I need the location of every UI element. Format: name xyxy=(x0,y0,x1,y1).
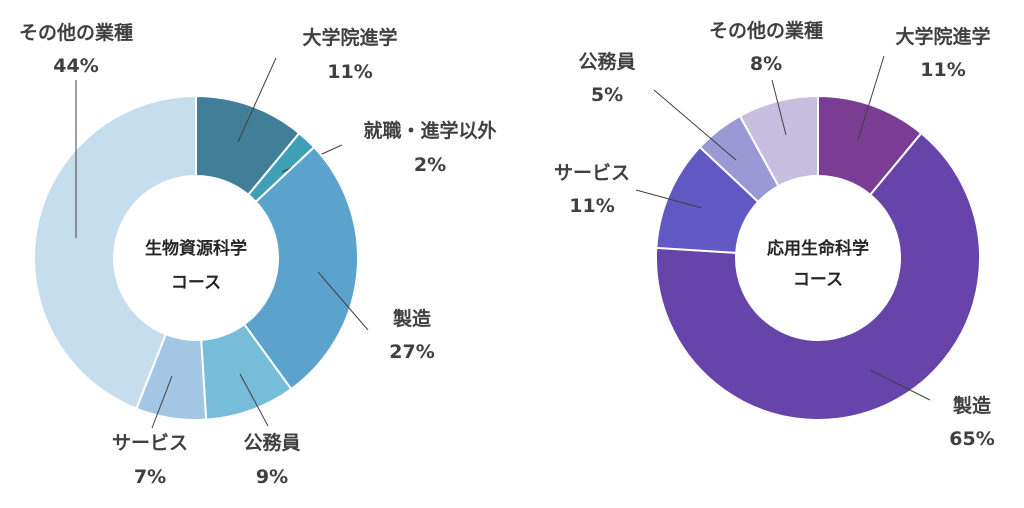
slice-value-label: 65% xyxy=(949,428,994,450)
slice-label: 大学院進学 xyxy=(302,26,397,49)
slice-label: 製造 xyxy=(952,394,992,417)
slice-bio-2 xyxy=(242,145,359,391)
donut-chart-bioresource: 大学院進学 11% 就職・進学以外 2% 製造 27% 公務員 9% サービス 7% その他の業種 4… xyxy=(19,21,497,488)
leader-line xyxy=(771,79,787,136)
leader-line xyxy=(237,57,277,143)
leader-line xyxy=(653,89,737,161)
slice-label: 公務員 xyxy=(578,50,635,73)
slice-label: 大学院進学 xyxy=(895,25,990,48)
slice-label: その他の業種 xyxy=(19,21,133,44)
donut-chart-applied-life: 大学院進学 11% 製造 65% サービス 11% 公務員 5% その他の業種 8% 応用生命科学コ… xyxy=(554,19,995,450)
leader-line xyxy=(239,373,269,427)
slice-applied-1 xyxy=(655,131,981,421)
slice-value-label: 27% xyxy=(389,341,434,363)
leader-line xyxy=(317,271,369,331)
slice-bio-5 xyxy=(33,94,197,410)
leader-line xyxy=(635,189,703,209)
slice-applied-4 xyxy=(738,94,819,188)
slice-label: その他の業種 xyxy=(709,19,823,42)
slice-value-label: 11% xyxy=(569,195,614,217)
slice-value-label: 11% xyxy=(920,59,965,81)
center-label: 応用生命科学 xyxy=(767,238,869,259)
slice-value-label: 44% xyxy=(53,55,98,77)
slice-label: サービス xyxy=(112,432,188,454)
leader-line xyxy=(869,369,931,401)
slice-value-label: 9% xyxy=(256,466,288,488)
slice-label: 公務員 xyxy=(243,431,300,454)
slice-label: 製造 xyxy=(392,307,432,330)
center-label: コース xyxy=(171,273,221,293)
slice-value-label: 2% xyxy=(414,154,446,176)
slice-value-label: 8% xyxy=(750,53,782,75)
slice-value-label: 7% xyxy=(134,466,166,488)
center-label: 生物資源科学 xyxy=(145,238,247,259)
slice-label: 就職・進学以外 xyxy=(363,119,496,142)
slice-label: サービス xyxy=(554,162,630,184)
slice-value-label: 11% xyxy=(327,61,372,83)
leader-line xyxy=(857,55,885,141)
leader-line xyxy=(151,375,173,429)
center-label: コース xyxy=(793,270,843,290)
slice-value-label: 5% xyxy=(591,84,623,106)
